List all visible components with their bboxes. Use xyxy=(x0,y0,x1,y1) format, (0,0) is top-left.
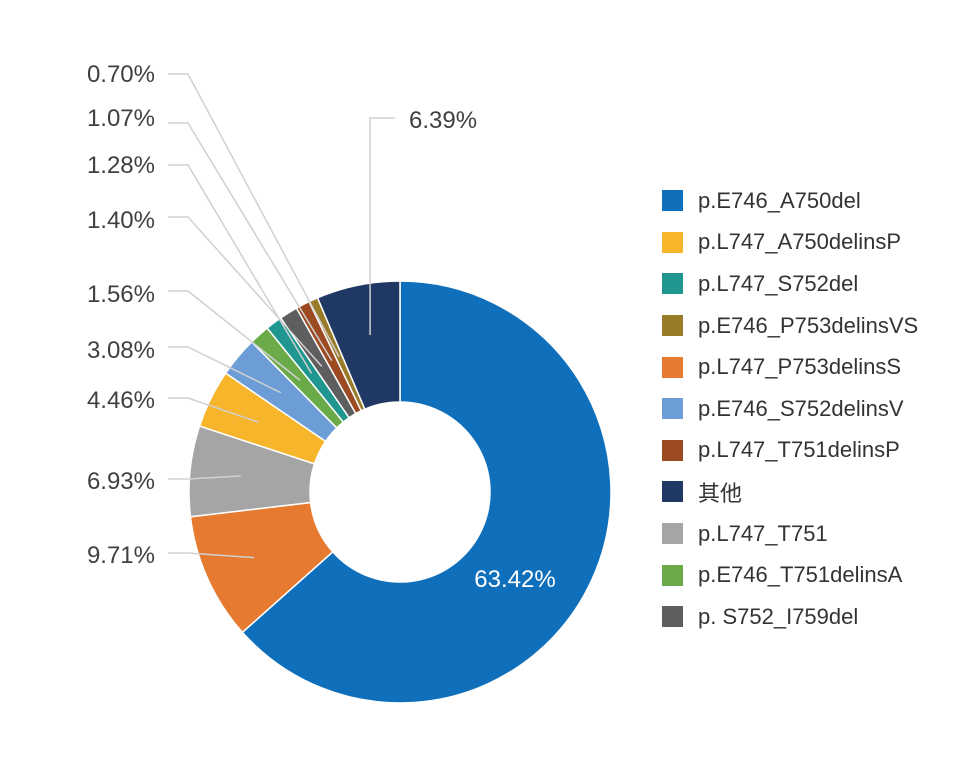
slice-value-label: 6.39% xyxy=(409,107,477,134)
legend-label: p.L747_T751 xyxy=(698,520,828,546)
legend-swatch xyxy=(662,356,683,378)
legend-label: p.E746_S752delinsV xyxy=(698,395,904,421)
legend-swatch xyxy=(662,315,683,337)
slice-value-label: 1.56% xyxy=(87,281,155,308)
slice-value-label: 1.40% xyxy=(87,207,155,234)
legend-swatch xyxy=(662,190,683,212)
legend-item: p.E746_T751delinsA xyxy=(662,554,918,596)
legend-item: p.E746_S752delinsV xyxy=(662,388,918,430)
legend-label: p.E746_T751delinsA xyxy=(698,562,903,588)
legend-swatch xyxy=(662,231,683,253)
legend-label: p.E746_A750del xyxy=(698,187,861,213)
chart-legend: p.E746_A750del p.L747_A750delinsP p.L747_S… xyxy=(662,180,918,638)
leader-line xyxy=(168,346,282,394)
legend-swatch xyxy=(662,439,683,461)
leader-line xyxy=(168,122,333,362)
legend-item: p.L747_A750delinsP xyxy=(662,222,918,264)
leader-line xyxy=(168,552,255,559)
leader-line xyxy=(168,290,301,381)
legend-label: p.L747_A750delinsP xyxy=(698,229,902,255)
legend-label: p.L747_S752del xyxy=(698,270,859,296)
legend-swatch xyxy=(662,564,683,586)
slice-value-label: 0.70% xyxy=(87,61,155,88)
legend-label: p.L747_P753delinsS xyxy=(698,354,902,380)
slice-value-label: 63.42% xyxy=(474,566,555,593)
legend-swatch xyxy=(662,481,683,503)
legend-item: p.E746_P753delinsVS xyxy=(662,305,918,347)
donut-slice xyxy=(241,280,612,704)
legend-swatch xyxy=(662,606,683,628)
leader-line xyxy=(369,117,395,335)
slice-value-label: 1.28% xyxy=(87,152,155,179)
legend-item: p.L747_T751 xyxy=(662,513,918,555)
legend-label: p. S752_I759del xyxy=(698,603,859,629)
legend-label: p.L747_T751delinsP xyxy=(698,437,900,463)
legend-swatch xyxy=(662,273,683,295)
legend-label: p.E746_P753delinsVS xyxy=(698,312,919,338)
leader-line xyxy=(168,73,340,358)
legend-item: 其他 xyxy=(662,471,918,513)
slice-value-label: 4.46% xyxy=(87,387,155,414)
legend-swatch xyxy=(662,523,683,545)
slice-value-label: 1.07% xyxy=(87,105,155,132)
leader-line xyxy=(168,164,313,374)
legend-item: p.E746_A750del xyxy=(662,180,918,222)
legend-item: p.L747_P753delinsS xyxy=(662,346,918,388)
leader-line xyxy=(168,216,323,367)
leader-line xyxy=(168,397,259,423)
slice-value-label: 3.08% xyxy=(87,337,155,364)
slice-value-label: 9.71% xyxy=(87,542,155,569)
legend-swatch xyxy=(662,398,683,420)
slice-value-label: 6.93% xyxy=(87,468,155,495)
legend-item: p.L747_T751delinsP xyxy=(662,430,918,472)
leader-line xyxy=(168,475,241,480)
donut-slice xyxy=(316,280,401,411)
legend-label: 其他 xyxy=(698,480,743,506)
legend-item: p.L747_S752del xyxy=(662,263,918,305)
legend-item: p. S752_I759del xyxy=(662,596,918,638)
